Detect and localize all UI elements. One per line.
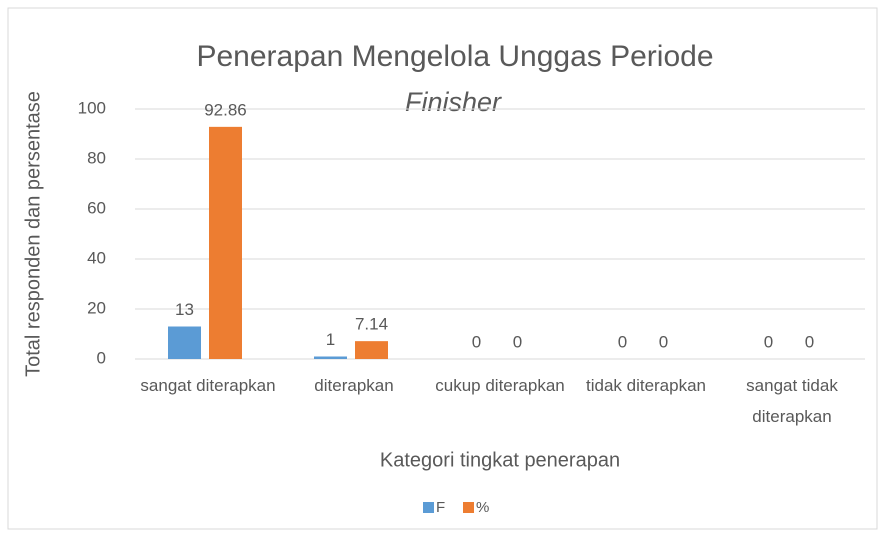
data-label: 0 [805,332,814,351]
y-tick-label: 0 [97,348,106,367]
data-label: 13 [175,300,194,319]
data-label: 0 [618,332,627,351]
legend-swatch [463,502,474,513]
data-label: 0 [472,332,481,351]
y-tick-label: 60 [87,198,106,217]
chart-title: Penerapan Mengelola Unggas Periode [196,40,713,73]
chart-border [7,7,878,530]
bar [355,341,388,359]
data-label: 92.86 [204,100,247,119]
y-tick-label: 100 [78,98,106,117]
x-tick-label: sangat diterapkan [140,376,276,395]
bar [209,126,242,359]
x-tick-label: cukup diterapkan [435,376,565,395]
data-label: 0 [659,332,668,351]
y-tick-label: 40 [87,248,106,267]
x-tick-label: diterapkan [314,376,394,395]
data-label: 1 [326,330,335,349]
x-tick-label: sangat tidak diterapkan [746,376,838,426]
chart-subtitle: Finisher [405,87,502,117]
y-tick-label: 80 [87,148,106,167]
legend-label: F [436,499,445,516]
y-tick-label: 20 [87,298,106,317]
data-label: 0 [513,332,522,351]
bar [168,326,201,359]
data-label: 7.14 [355,315,388,334]
bar [314,356,347,359]
legend-label: % [476,499,489,516]
x-axis-title: Kategori tingkat penerapan [380,449,620,471]
y-axis-title: Total responden dan persentase [22,91,44,377]
x-tick-label: tidak diterapkan [585,376,707,395]
data-label: 0 [764,332,773,351]
legend-swatch [423,502,434,513]
